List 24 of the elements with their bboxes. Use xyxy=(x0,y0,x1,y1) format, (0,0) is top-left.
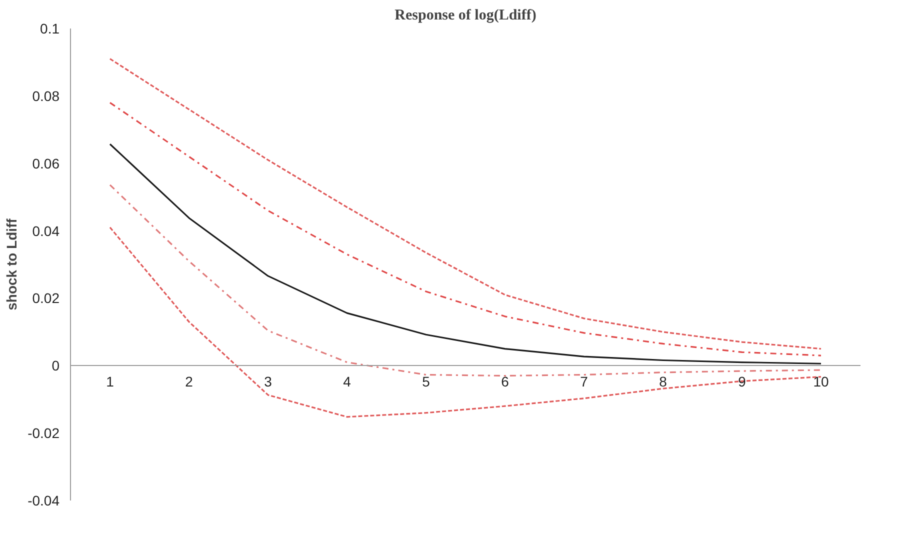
y-tick-label: 0.02 xyxy=(32,290,60,306)
chart-title: Response of log(Ldiff) xyxy=(394,8,536,24)
line-series xyxy=(109,184,822,377)
x-tick-label: 3 xyxy=(264,374,272,390)
y-tick-label: 0.08 xyxy=(32,88,60,104)
line-series xyxy=(109,102,822,356)
line-series xyxy=(109,143,822,364)
x-tick-label: 9 xyxy=(738,374,746,390)
x-tick-label: 1 xyxy=(106,374,114,390)
y-tick-label: 0.1 xyxy=(40,20,60,36)
line-series xyxy=(109,58,822,350)
y-tick-label: -0.02 xyxy=(28,425,60,442)
x-tick-label: 7 xyxy=(580,374,588,390)
x-tick-label: 8 xyxy=(659,374,668,390)
y-tick-label: 0.06 xyxy=(32,155,60,172)
x-tick-label: 6 xyxy=(501,374,510,390)
y-tick-label: -0.04 xyxy=(28,492,60,508)
y-axis-title: shock to Ldiff xyxy=(4,218,20,310)
y-tick-label: 0 xyxy=(52,358,60,374)
x-tick-label: 5 xyxy=(422,374,430,390)
x-tick-label: 10 xyxy=(813,374,829,390)
x-tick-label: 4 xyxy=(343,374,352,390)
x-tick-label: 2 xyxy=(185,374,194,390)
y-tick-label: 0.04 xyxy=(32,222,60,239)
